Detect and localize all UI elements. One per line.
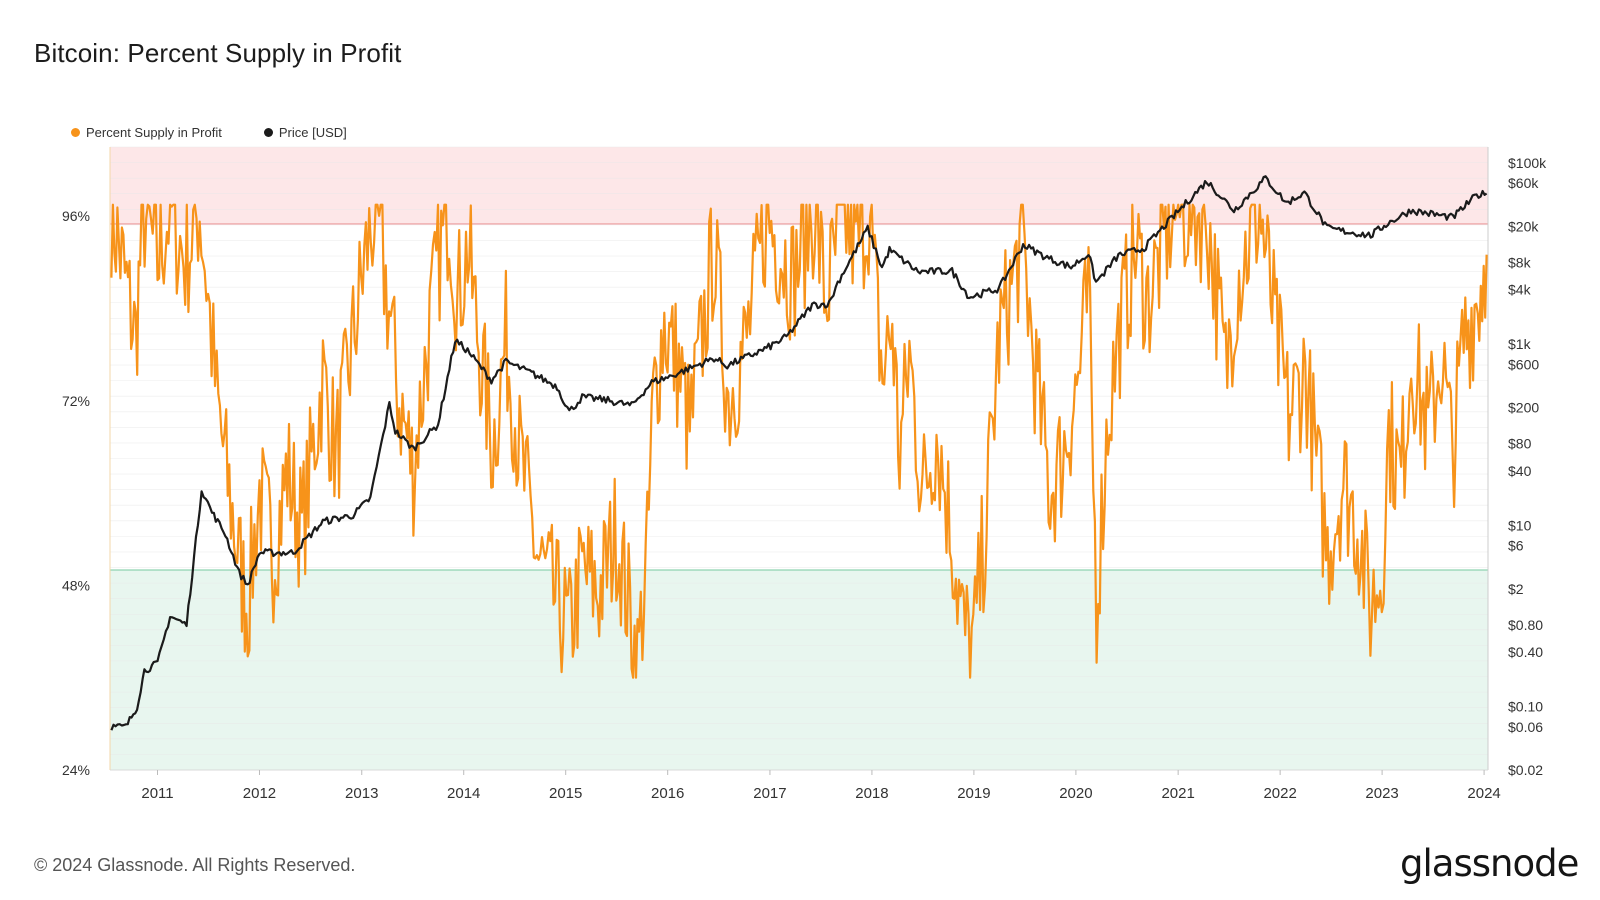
band-upper (110, 147, 1488, 224)
copyright-text: © 2024 Glassnode. All Rights Reserved. (34, 855, 356, 875)
x-tick-label: 2013 (345, 785, 378, 802)
legend-price-dot (263, 128, 273, 137)
x-tick-label: 2014 (447, 785, 480, 802)
right-tick-label: $0.80 (1508, 617, 1543, 633)
right-tick-label: $60k (1508, 175, 1539, 191)
right-tick-label: $2 (1508, 581, 1524, 597)
legend-item-price[interactable]: Price [USD] (263, 125, 347, 140)
right-tick-label: $6 (1508, 538, 1524, 554)
legend: Percent Supply in Profit Price [USD] (71, 125, 347, 140)
right-tick-label: $40 (1508, 463, 1532, 479)
right-tick-label: $100k (1508, 155, 1547, 171)
left-tick-label: 72% (62, 393, 90, 409)
right-tick-label: $4k (1508, 282, 1532, 298)
right-tick-label: $20k (1508, 218, 1539, 234)
left-tick-label: 24% (62, 762, 90, 778)
x-tick-label: 2017 (753, 785, 786, 802)
x-tick-label: 2016 (651, 785, 684, 802)
chart-title: Bitcoin: Percent Supply in Profit (34, 38, 402, 68)
x-tick-label: 2015 (549, 785, 582, 802)
x-tick-label: 2018 (855, 785, 888, 802)
right-tick-label: $1k (1508, 336, 1532, 352)
right-tick-label: $80 (1508, 436, 1532, 452)
x-tick-label: 2022 (1263, 785, 1296, 802)
x-tick-label: 2024 (1467, 785, 1500, 802)
x-tick-label: 2012 (243, 785, 276, 802)
x-tick-label: 2021 (1161, 785, 1194, 802)
right-tick-label: $0.02 (1508, 762, 1543, 778)
right-tick-label: $0.06 (1508, 719, 1543, 735)
x-tick-label: 2020 (1059, 785, 1092, 802)
legend-supply-label: Percent Supply in Profit (86, 125, 222, 140)
right-tick-label: $8k (1508, 254, 1532, 270)
right-tick-label: $600 (1508, 356, 1539, 372)
right-tick-label: $10 (1508, 517, 1532, 533)
legend-supply-dot (71, 128, 80, 137)
supply-in-profit-line (110, 203, 1488, 679)
right-tick-label: $0.10 (1508, 699, 1543, 715)
right-tick-label: $200 (1508, 400, 1539, 416)
x-tick-label: 2023 (1365, 785, 1398, 802)
x-tick-label: 2011 (141, 785, 173, 802)
band-lower (110, 570, 1488, 770)
x-tick-label: 2019 (957, 785, 990, 802)
legend-item-supply[interactable]: Percent Supply in Profit (71, 125, 222, 140)
right-tick-label: $0.40 (1508, 644, 1543, 660)
glassnode-logo: glassnode (1400, 842, 1579, 885)
price-usd-line (110, 175, 1488, 731)
legend-price-label: Price [USD] (278, 125, 347, 140)
left-tick-label: 48% (62, 577, 90, 593)
left-tick-label: 96% (62, 208, 90, 224)
